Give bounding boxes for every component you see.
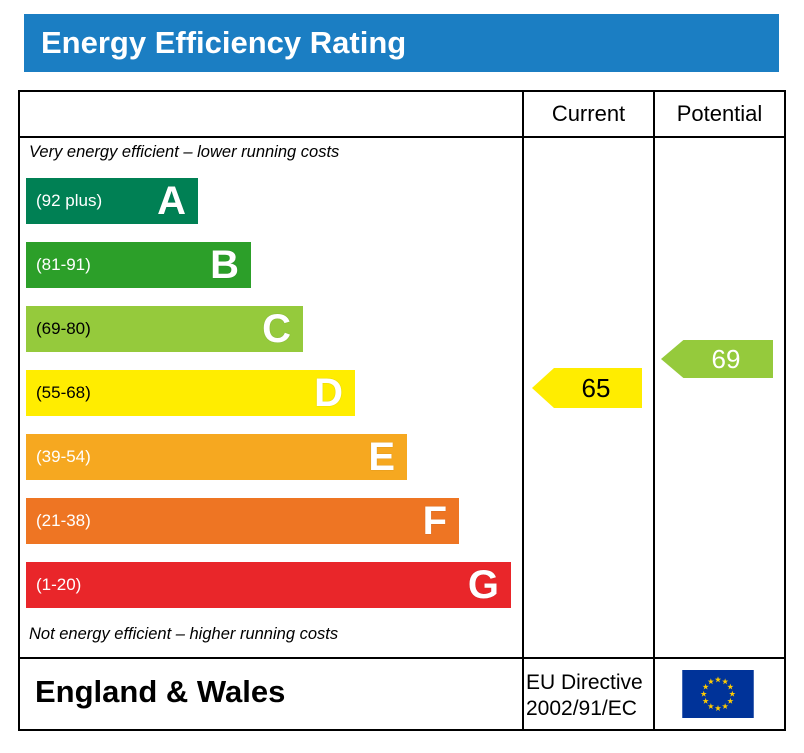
band-row: (39-54) E [26,434,522,480]
band-range-label: (92 plus) [36,191,103,210]
band-range-label: (21-38) [36,511,91,530]
potential-column-header: Potential [676,101,763,126]
eu-flag-icon [682,670,754,718]
current-rating-arrow: 65 [532,368,642,408]
current-column-header: Current [551,101,626,126]
divider-potential-column [653,92,655,729]
eu-directive-line2: 2002/91/EC [526,697,637,720]
band-range-label: (1-20) [36,575,82,594]
potential-rating-value: 69 [711,343,741,374]
band-range-label: (69-80) [36,319,91,338]
top-note: Very energy efficient – lower running co… [29,143,340,161]
band-letter: D [314,371,343,415]
bottom-note: Not energy efficient – higher running co… [29,625,339,643]
band-letter: B [210,243,239,287]
band-bar: (55-68) D [26,370,355,416]
current-rating-value: 65 [581,372,611,403]
band-bar: (39-54) E [26,434,407,480]
page-title: Energy Efficiency Rating [24,14,779,72]
band-row: (55-68) D [26,370,522,416]
band-bar: (21-38) F [26,498,459,544]
region-label: England & Wales [35,674,286,709]
band-letter: E [368,435,395,479]
bands-container: (92 plus) A (81-91) B (69-80) C (55-68) … [26,178,522,626]
band-bar: (69-80) C [26,306,303,352]
divider-current-column [522,92,524,729]
rating-table: Current Potential Very energy efficient … [18,90,786,731]
band-row: (21-38) F [26,498,522,544]
divider-footer-row [20,657,784,659]
divider-header-row [20,136,784,138]
band-letter: C [262,307,291,351]
band-range-label: (81-91) [36,255,91,274]
band-row: (1-20) G [26,562,522,608]
band-letter: G [467,563,499,607]
potential-rating-arrow: 69 [661,340,773,378]
eu-directive-label: EU Directive 2002/91/EC [526,670,652,722]
band-bar: (92 plus) A [26,178,198,224]
band-row: (81-91) B [26,242,522,288]
band-letter: F [422,499,447,543]
band-bar: (1-20) G [26,562,511,608]
band-range-label: (39-54) [36,447,91,466]
eu-directive-line1: EU Directive [526,671,643,694]
band-range-label: (55-68) [36,383,91,402]
band-letter: A [157,179,186,223]
band-row: (69-80) C [26,306,522,352]
band-row: (92 plus) A [26,178,522,224]
band-bar: (81-91) B [26,242,251,288]
